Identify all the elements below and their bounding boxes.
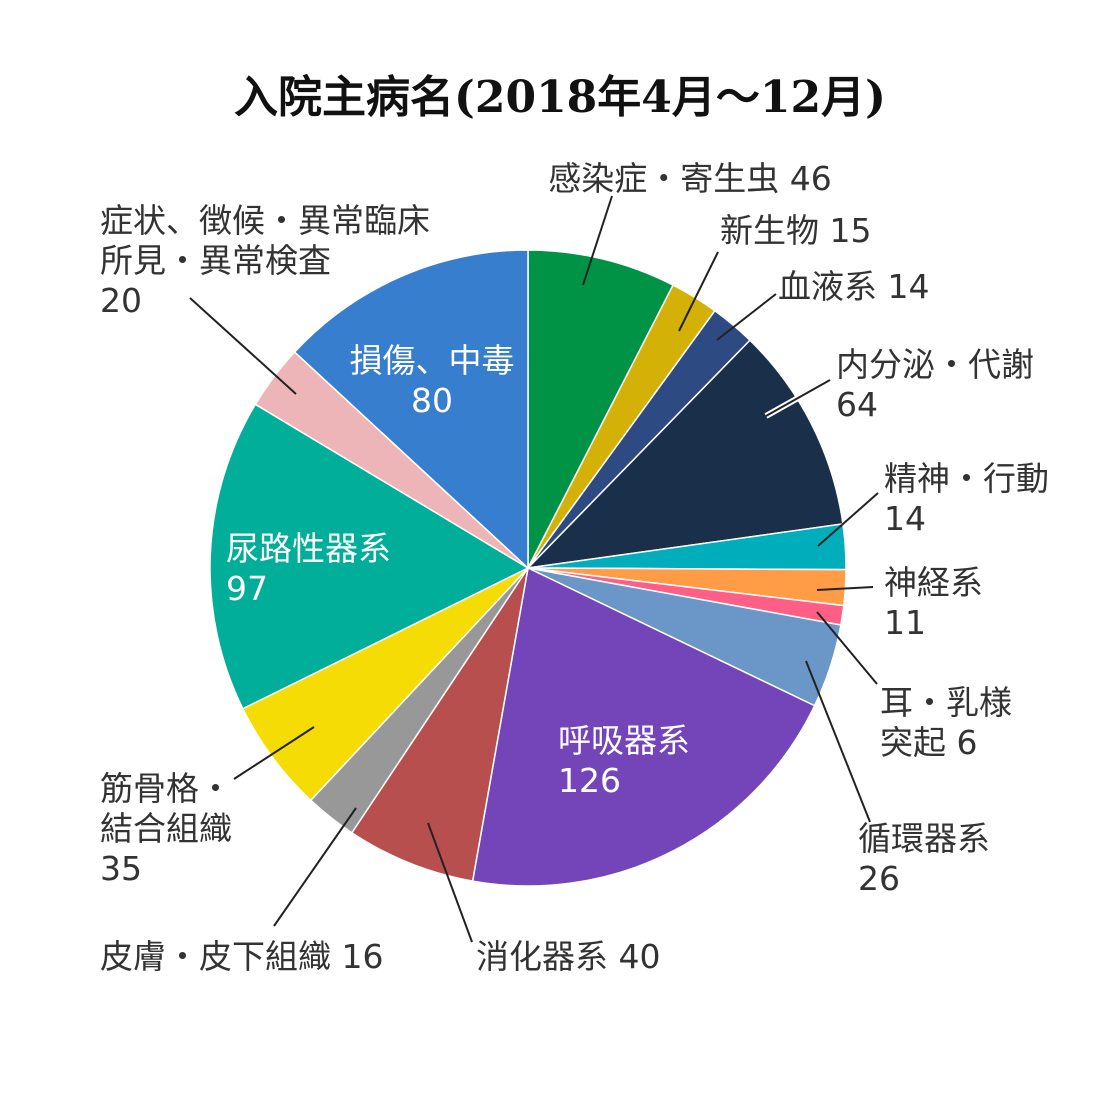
slice-label-1: 感染症・寄生虫 46 bbox=[548, 159, 831, 198]
slice-label-13: 尿路性器系 97 bbox=[226, 529, 391, 608]
slice-label-6: 神経系 11 bbox=[884, 563, 983, 642]
slice-label-5: 精神・行動 14 bbox=[884, 459, 1049, 538]
slice-label-line: 皮膚・皮下組織 16 bbox=[100, 937, 383, 976]
leader-line-4 bbox=[765, 379, 831, 417]
leader-line-10 bbox=[427, 822, 473, 943]
leader-line-6 bbox=[816, 586, 874, 591]
slice-label-9: 呼吸器系 126 bbox=[558, 721, 690, 800]
slice-label-line: 耳・乳様 bbox=[880, 683, 1012, 722]
leader-lines bbox=[189, 195, 879, 943]
slice-label-12: 筋骨格・結合組織 35 bbox=[100, 769, 232, 888]
slice-label-line: 呼吸器系 bbox=[558, 721, 690, 760]
slice-label-line: 損傷、中毒 bbox=[350, 341, 515, 380]
slice-label-line: 突起 6 bbox=[880, 723, 978, 762]
leader-line-8 bbox=[805, 660, 871, 823]
slice-label-line: 20 bbox=[100, 281, 142, 320]
leader-line-3 bbox=[716, 293, 777, 341]
slice-label-2: 新生物 15 bbox=[720, 211, 871, 250]
slice-label-line: 80 bbox=[411, 381, 453, 420]
pie-slice-4 bbox=[525, 339, 844, 570]
slice-label-line: 64 bbox=[836, 385, 878, 424]
slice-label-line: 感染症・寄生虫 46 bbox=[548, 159, 831, 198]
slice-label-10: 消化器系 40 bbox=[476, 937, 660, 976]
leader-line-5 bbox=[817, 492, 879, 547]
slice-label-line: 内分泌・代謝 bbox=[836, 345, 1034, 384]
slice-label-line: 新生物 15 bbox=[720, 211, 871, 250]
slice-label-line: 消化器系 40 bbox=[476, 937, 660, 976]
leader-line-1 bbox=[582, 195, 613, 286]
leader-line-14 bbox=[189, 297, 297, 395]
slice-label-line: 神経系 bbox=[884, 563, 983, 602]
slice-label-line: 126 bbox=[558, 761, 621, 800]
slice-label-14: 症状、徴候・異常臨床所見・異常検査 20 bbox=[100, 201, 430, 320]
slice-label-line: 尿路性器系 bbox=[226, 529, 391, 568]
slice-label-line: 35 bbox=[100, 849, 142, 888]
slice-label-line: 11 bbox=[884, 603, 926, 642]
leader-line-12 bbox=[233, 726, 315, 780]
pie-slice-1 bbox=[527, 249, 675, 569]
slice-label-line: 血液系 14 bbox=[778, 267, 929, 306]
pie-slice-13 bbox=[209, 403, 530, 710]
slice-label-7: 耳・乳様突起 6 bbox=[880, 683, 1012, 762]
pie-slices bbox=[209, 249, 847, 887]
leader-line-7 bbox=[816, 611, 878, 685]
slice-label-8: 循環器系 26 bbox=[858, 819, 990, 898]
pie-slice-9 bbox=[471, 566, 816, 887]
slice-label-line: 14 bbox=[884, 499, 926, 538]
pie-slice-15 bbox=[293, 249, 529, 570]
slice-label-3: 血液系 14 bbox=[778, 267, 929, 306]
slice-label-line: 結合組織 bbox=[100, 809, 232, 848]
slice-label-line: 筋骨格・ bbox=[100, 769, 232, 808]
leader-line-11 bbox=[273, 807, 357, 927]
slice-label-4: 内分泌・代謝 64 bbox=[836, 345, 1034, 424]
slice-label-line: 症状、徴候・異常臨床 bbox=[100, 201, 430, 240]
slice-label-11: 皮膚・皮下組織 16 bbox=[100, 937, 383, 976]
pie-slice-10 bbox=[350, 567, 529, 883]
slice-label-line: 循環器系 bbox=[858, 819, 990, 858]
slice-label-line: 精神・行動 bbox=[884, 459, 1049, 498]
leader-line-2 bbox=[678, 251, 719, 332]
slice-label-line: 所見・異常検査 bbox=[100, 241, 331, 280]
chart-title: 入院主病名(2018年4月～12月) bbox=[234, 72, 886, 123]
slice-label-15: 損傷、中毒 80 bbox=[350, 341, 515, 420]
slice-label-line: 97 bbox=[226, 569, 268, 608]
slice-label-line: 26 bbox=[858, 859, 900, 898]
